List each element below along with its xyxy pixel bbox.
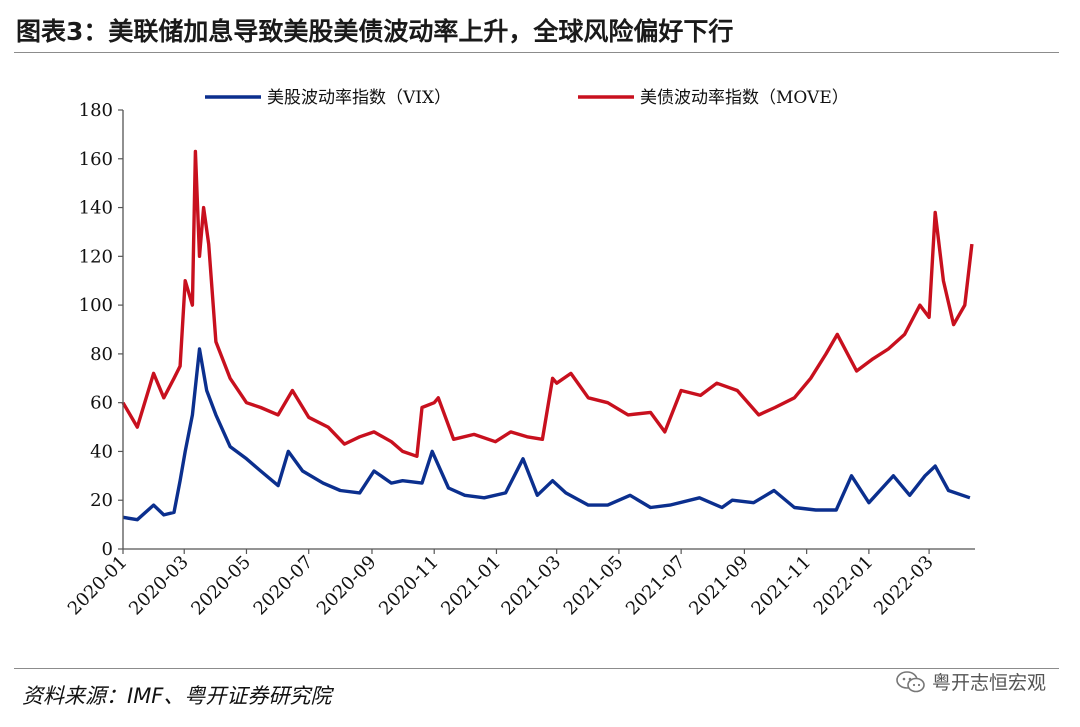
wechat-icon xyxy=(896,670,925,692)
y-tick-labels: 0 20 40 60 80 100 120 140 160 180 xyxy=(79,100,113,560)
legend-move: 美债波动率指数（MOVE） xyxy=(578,88,849,108)
vix-line xyxy=(122,347,971,522)
line-chart: 美股波动率指数（VIX） 美债波动率指数（MOVE） 0 20 40 60 80 100 12… xyxy=(64,88,975,620)
x-tick-label: 2020-05 xyxy=(187,552,255,620)
y-tick-label: 40 xyxy=(90,441,113,462)
move-line xyxy=(121,149,974,458)
y-tick-label: 140 xyxy=(79,198,113,219)
y-tick-label: 0 xyxy=(102,539,113,560)
chart-title: 图表3：美联储加息导致美股美债波动率上升，全球风险偏好下行 xyxy=(16,17,734,46)
source-note: 资料来源：IMF、粤开证券研究院 xyxy=(22,684,332,708)
x-tick-label: 2021-07 xyxy=(622,552,690,620)
x-tick-label: 2020-11 xyxy=(375,552,443,620)
x-tick-label: 2020-03 xyxy=(125,552,193,620)
x-tick-label: 2021-03 xyxy=(497,552,565,620)
x-tick-label: 2020-09 xyxy=(313,552,381,620)
x-tick-label: 2021-05 xyxy=(560,552,628,620)
series-layer xyxy=(121,149,974,522)
x-tick-label: 2021-09 xyxy=(685,552,753,620)
footer-divider xyxy=(14,668,1059,669)
legend-label: 美债波动率指数（MOVE） xyxy=(640,88,849,108)
title-divider xyxy=(14,52,1059,53)
y-tick-label: 180 xyxy=(79,100,113,121)
legend-label: 美股波动率指数（VIX） xyxy=(267,88,451,108)
x-tick-label: 2022-01 xyxy=(810,552,878,620)
y-tick-label: 100 xyxy=(79,295,113,316)
y-tick-label: 120 xyxy=(79,246,113,267)
x-tick-label: 2021-11 xyxy=(747,552,815,620)
watermark-text: 粤开志恒宏观 xyxy=(931,672,1046,694)
chart-legend: 美股波动率指数（VIX） 美债波动率指数（MOVE） xyxy=(205,88,849,108)
x-tick-labels: 2020-012020-032020-052020-072020-092020-… xyxy=(64,552,938,620)
y-tick-label: 80 xyxy=(90,344,113,365)
y-tick-label: 20 xyxy=(90,490,113,511)
y-tick-label: 160 xyxy=(79,149,113,170)
axes-layer xyxy=(118,109,975,554)
legend-vix: 美股波动率指数（VIX） xyxy=(205,88,451,108)
y-tick-label: 60 xyxy=(90,393,113,414)
x-tick-label: 2022-03 xyxy=(870,552,938,620)
x-tick-label: 2021-01 xyxy=(437,552,505,620)
watermark: 粤开志恒宏观 xyxy=(896,668,1046,695)
x-tick-label: 2020-07 xyxy=(250,552,318,620)
x-tick-label: 2020-01 xyxy=(64,552,132,620)
